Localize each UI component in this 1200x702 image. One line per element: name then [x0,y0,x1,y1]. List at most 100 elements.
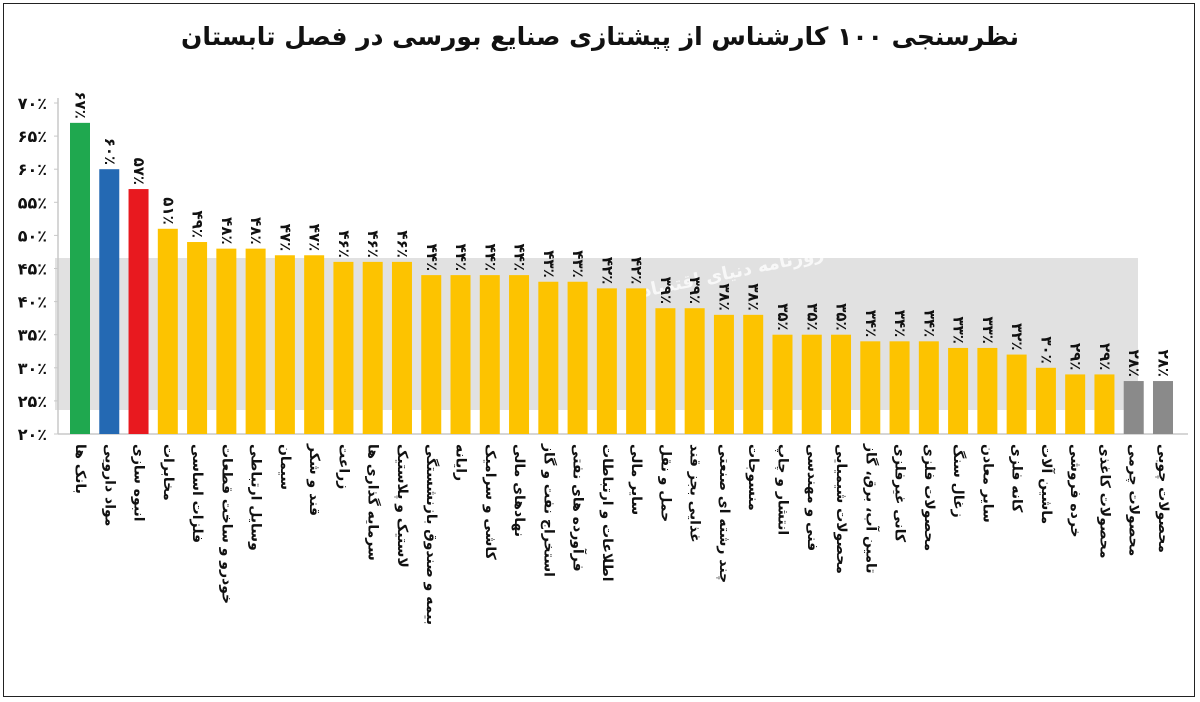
category-label: کانه فلزی [1009,444,1025,513]
value-label: ۲۹٪ [1096,343,1114,370]
category-label: غذایی بجز قند [687,444,703,543]
value-label: ۳۵٪ [774,303,792,330]
category-label: محصولات چرمی [1126,444,1142,556]
category-label: فلزات اساسی [189,444,205,543]
category-label: محصولات فلزی [921,444,937,551]
category-label: محصولات چوبی [1155,444,1171,553]
bar [245,248,266,434]
category-label: قند و شکر [306,443,322,516]
value-label: ۴۸٪ [218,217,236,244]
bar [1006,354,1027,434]
bar [918,341,939,434]
value-label: ۶۷٪ [72,91,90,118]
bar [889,341,910,434]
value-label: ۴۲٪ [598,257,616,284]
bar [450,275,471,434]
value-label: ۶۰٪ [101,138,119,165]
category-label: استخراج نفت و گاز [540,443,557,577]
bar [713,314,734,434]
bar [362,261,383,434]
bar [538,281,559,434]
bar [626,288,647,434]
category-label: بیمه و صندوق بازنشستگی [423,444,440,625]
value-label: ۴۶٪ [393,230,411,257]
value-label: ۳۹٪ [686,277,704,304]
bar [99,169,120,434]
category-label: حمل و نقل [657,444,673,522]
bar [304,255,325,434]
y-tick-label: ۶۰٪ [18,160,47,179]
value-label: ۴۲٪ [628,257,646,284]
value-label: ۲۸٪ [1125,350,1143,377]
category-label: ماشین آلات [1038,444,1056,524]
value-label: ۳۴٪ [920,310,938,337]
value-label: ۴۹٪ [189,211,207,238]
category-label: انتشار و چاپ [774,444,790,535]
category-label: خودرو و ساخت قطعات [218,444,234,604]
category-label: نهادهای مالی [511,444,527,537]
bar [391,261,412,434]
bar [860,341,881,434]
category-label: اطلاعات و ارتباطات [599,444,615,582]
value-label: ۳۴٪ [891,310,909,337]
value-label: ۴۸٪ [247,217,265,244]
bar [216,248,237,434]
value-label: ۴۷٪ [276,224,294,251]
category-label: انبوه سازی [131,444,147,522]
bar [70,122,90,435]
category-label: بانک ها [72,444,88,494]
category-label: فرآورده های نفتی [570,444,588,572]
value-label: ۵۷٪ [130,158,148,185]
bar [1152,381,1173,434]
y-tick-label: ۵۰٪ [18,226,47,245]
category-label: لاستیک و پلاستیک [394,444,410,568]
bar [772,334,793,434]
category-label: سیمان [277,444,293,490]
bar [479,275,500,434]
value-label: ۴۴٪ [423,244,441,271]
bar [655,308,676,434]
y-tick-label: ۶۵٪ [18,127,47,146]
bar [1035,367,1056,434]
y-tick-label: ۷۰٪ [18,94,47,113]
category-label: سایر معادن [979,444,995,523]
y-tick-label: ۵۵٪ [18,193,47,212]
bar [743,314,764,434]
value-label: ۳۸٪ [715,283,733,310]
bar [567,281,588,434]
value-label: ۳۳٪ [950,316,968,343]
value-label: ۳۳٪ [979,316,997,343]
value-label: ۲۸٪ [1154,350,1172,377]
value-label: ۳۰٪ [1037,336,1055,363]
category-label: سرمایه گذاری ها [365,444,382,561]
value-label: ۵۱٪ [159,197,177,224]
value-label: ۳۵٪ [803,303,821,330]
category-label: محصولات شیمیایی [833,444,849,574]
category-label: تامین آب، برق، گاز [862,443,880,574]
value-label: ۴۴٪ [511,244,529,271]
value-label: ۴۶٪ [335,230,353,257]
value-label: ۴۳٪ [540,250,558,277]
value-label: ۳۸٪ [745,283,763,310]
category-label: سایر مالی [628,444,644,515]
value-label: ۳۵٪ [833,303,851,330]
category-label: زغال سنگ [950,444,967,518]
category-label: منسوجات [745,444,761,511]
value-label: ۳۹٪ [657,277,675,304]
y-tick-label: ۲۰٪ [18,425,47,444]
category-label: مخابرات [160,444,176,501]
category-label: زراعت [335,444,351,489]
value-label: ۴۶٪ [364,230,382,257]
category-label: رایانه [453,444,469,481]
y-tick-label: ۲۵٪ [18,392,47,411]
category-label: کاشی و سرامیک [482,444,498,561]
bar [157,228,178,434]
category-label: فنی و مهندسی [804,444,820,551]
y-tick-label: ۴۵٪ [18,260,47,279]
category-label: چند رشته ای صنعتی [716,444,732,583]
value-label: ۴۴٪ [481,244,499,271]
y-tick-label: ۳۰٪ [18,359,47,378]
bar [1094,374,1115,434]
y-tick-label: ۳۵٪ [18,326,47,345]
